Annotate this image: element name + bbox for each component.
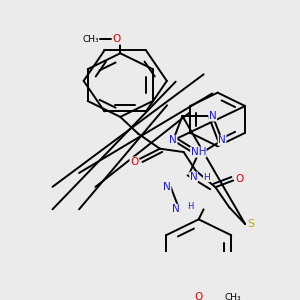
Text: N: N (190, 172, 197, 182)
Text: H: H (203, 173, 210, 182)
Text: S: S (247, 219, 254, 229)
Text: O: O (130, 157, 138, 167)
Text: N: N (163, 182, 171, 192)
Text: CH₃: CH₃ (224, 293, 241, 300)
Text: N: N (218, 135, 226, 146)
Text: N: N (172, 204, 179, 214)
Text: O: O (235, 174, 243, 184)
Text: O: O (194, 292, 203, 300)
Text: N: N (169, 135, 177, 146)
Text: H: H (188, 202, 194, 211)
Text: N: N (209, 111, 217, 121)
Text: CH₃: CH₃ (82, 34, 99, 43)
Text: O: O (112, 34, 120, 44)
Text: NH: NH (190, 147, 206, 157)
